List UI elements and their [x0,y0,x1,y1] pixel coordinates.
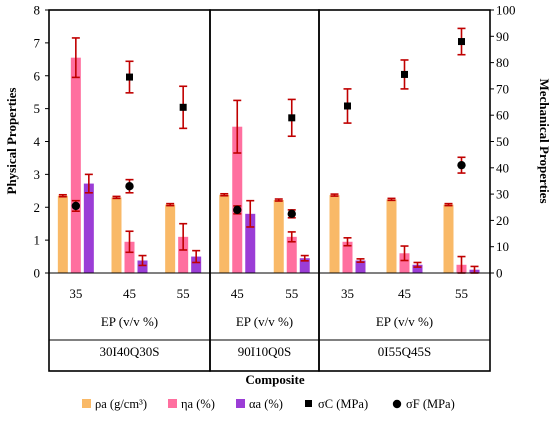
bar-alpha [245,213,256,273]
ep-axis-label: EP (v/v %) [236,314,293,329]
y-right-tick-label: 40 [496,160,509,175]
bar-rho [329,195,340,273]
panel-layer [48,9,491,372]
y-left-axis-title: Physical Properties [4,88,19,195]
y-left-tick-label: 8 [34,3,41,18]
legend-label-sigmaF: σF (MPa) [406,397,455,411]
y-left-tick-label: 1 [34,233,41,248]
ep-category-label: 45 [398,286,411,301]
y-right-tick-label: 70 [496,81,509,96]
composite-group-label: 90I10Q0S [238,344,291,359]
legend-marker-sigmaF [392,399,402,409]
bars-layer [57,37,480,274]
bar-alpha [299,258,310,273]
bar-rho [443,204,454,273]
y-left-tick-label: 5 [34,101,41,116]
marker-sigmaF [233,205,242,215]
ep-category-label: 35 [69,286,82,301]
legend-label-alpha: αa (%) [249,397,283,411]
x-axis-title: Composite [245,372,304,387]
y-left-tick-label: 0 [34,266,41,281]
bar-eta [399,253,410,273]
bar-eta [178,236,189,273]
bar-rho [111,197,122,273]
y-right-tick-label: 50 [496,134,509,149]
y-right-tick-label: 100 [496,3,516,18]
y-right-tick-label: 30 [496,187,509,202]
marker-sigmaC [179,103,187,111]
y-left-tick-label: 7 [34,35,41,50]
y-right-tick-label: 0 [496,266,503,281]
marker-sigmaF [287,209,296,219]
legend-marker-rho [82,399,91,408]
ep-category-label: 35 [341,286,354,301]
y-right-tick-label: 80 [496,55,509,70]
legend-marker-eta [168,399,177,408]
ep-category-label: 55 [455,286,468,301]
legend-label-rho: ρa (g/cm³) [95,397,147,411]
composite-group-label: 30I40Q30S [100,344,160,359]
bar-rho [57,195,68,273]
marker-sigmaC [458,38,465,46]
y-right-tick-label: 10 [496,239,509,254]
ep-category-label: 55 [177,286,190,301]
ep-category-label: 45 [231,286,244,301]
legend-marker-sigmaC [305,400,312,407]
bar-rho [273,200,284,273]
y-left-tick-label: 3 [34,167,41,182]
marker-sigmaC [344,102,351,110]
panel-border-3 [318,9,491,372]
bar-eta [232,126,243,273]
bar-eta [342,241,353,273]
y-right-axis-title: Mechanical Properties [537,78,550,203]
bar-rho [219,194,230,273]
bar-rho [386,199,397,273]
legend-label-eta: ηa (%) [181,397,215,411]
bar-alpha [355,260,366,273]
y-left-tick-label: 6 [34,68,41,83]
bar-alpha [83,183,94,273]
marker-sigmaF [457,160,466,170]
ep-category-label: 45 [123,286,136,301]
ep-axis-label: EP (v/v %) [376,314,433,329]
bar-alpha [137,260,148,273]
bar-eta [70,57,81,274]
bar-rho [165,204,176,273]
bar-eta [286,236,297,273]
y-left-tick-label: 4 [34,134,41,149]
bar-alpha [191,256,202,273]
marker-sigmaC [126,73,133,81]
marker-sigmaF [125,182,134,191]
legend-label-sigmaC: σC (MPa) [318,397,368,411]
y-right-tick-label: 90 [496,29,509,44]
ep-axis-label: EP (v/v %) [101,314,158,329]
y-left-tick-label: 2 [34,200,41,215]
bar-eta [124,241,135,273]
marker-sigmaC [401,70,408,78]
legend-marker-alpha [236,399,245,408]
legend: ρa (g/cm³) ηa (%) αa (%) σC (MPa) σF (MPa) [82,397,455,411]
markers-layer [71,27,466,219]
ep-category-label: 55 [285,286,298,301]
bar-alpha [412,264,423,273]
marker-sigmaC [288,114,296,122]
y-right-tick-label: 60 [496,108,509,123]
y-right-tick-label: 20 [496,213,509,228]
composite-group-label: 0I55Q45S [378,344,431,359]
marker-sigmaF [71,201,81,211]
